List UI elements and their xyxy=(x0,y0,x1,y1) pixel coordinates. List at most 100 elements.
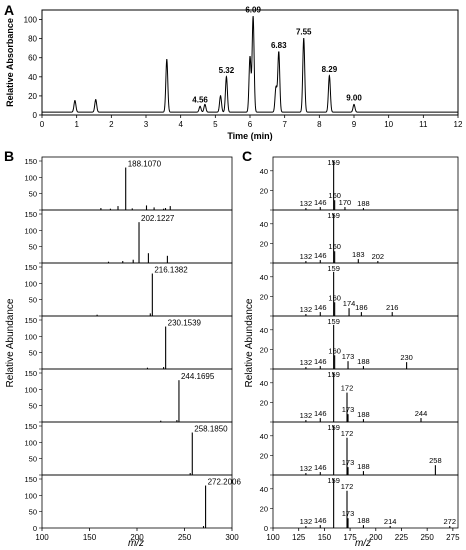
x-tick-label: 275 xyxy=(446,533,460,542)
x-tick-label: 6 xyxy=(248,120,253,129)
x-tick-label: 9 xyxy=(352,120,357,129)
c-spectrum-peak-label: 160 xyxy=(328,346,341,355)
y-tick-label: 150 xyxy=(24,210,37,219)
peak-point xyxy=(303,38,305,40)
peak-label: 8.29 xyxy=(322,65,338,74)
x-tick-label: 200 xyxy=(369,533,383,542)
c-spectrum-peak-label: 160 xyxy=(328,242,341,251)
b-spectrum-peak-label: 216.1382 xyxy=(154,266,188,275)
panel-label-c: C xyxy=(242,148,252,164)
y-tick-label: 100 xyxy=(24,279,37,288)
peak-point xyxy=(353,103,355,106)
y-tick-label: 40 xyxy=(28,73,37,82)
c-spectrum-peak-label: 132 xyxy=(300,358,313,367)
b-spectrum-frame xyxy=(41,474,233,529)
c-spectrum-peak-label: 188 xyxy=(357,516,370,525)
c-spectrum-peak-label: 146 xyxy=(314,463,327,472)
c-spectrum-peak-label: 159 xyxy=(327,158,340,167)
y-tick-label: 50 xyxy=(29,455,37,464)
c-spectrum-peak-label: 159 xyxy=(327,211,340,220)
c-spectrum-peak-label: 174 xyxy=(343,299,356,308)
c-spectrum-peak-label: 272 xyxy=(444,517,457,526)
panel-label-b: B xyxy=(4,148,14,164)
c-spectrum-peak-label: 132 xyxy=(300,199,313,208)
y-tick-label: 150 xyxy=(24,263,37,272)
y-tick-label: 20 xyxy=(260,504,268,513)
panel-c-xlabel: m/z xyxy=(355,538,371,549)
b-spectrum-frame xyxy=(41,315,233,370)
x-tick-label: 0 xyxy=(40,120,45,129)
y-tick-label: 150 xyxy=(24,316,37,325)
chromatogram-trace xyxy=(42,16,458,113)
y-tick-label: 50 xyxy=(29,349,37,358)
c-spectrum-peak-label: 188 xyxy=(357,462,370,471)
x-tick-label: 1 xyxy=(74,120,79,129)
c-spectrum-peak-label: 188 xyxy=(357,199,370,208)
peak-label: 6.83 xyxy=(271,41,287,50)
b-spectrum-peak-label: 188.1070 xyxy=(128,160,162,169)
c-spectrum-peak-label: 214 xyxy=(384,517,397,526)
b-spectrum-peak-label: 230.1539 xyxy=(168,319,202,328)
panel-b-xlabel: m/z xyxy=(128,538,144,549)
y-tick-label: 50 xyxy=(29,243,37,252)
x-tick-label: 250 xyxy=(178,533,192,542)
y-tick-label: 50 xyxy=(29,190,37,199)
panel-b-ylabel: Relative Abundance xyxy=(5,298,16,387)
peak-label: 7.55 xyxy=(296,28,312,37)
y-tick-label: 40 xyxy=(260,273,268,282)
x-tick-label: 12 xyxy=(454,120,463,129)
c-spectrum-peak-label: 146 xyxy=(314,303,327,312)
peak-point xyxy=(249,56,251,58)
y-tick-label: 0 xyxy=(264,524,268,533)
peak-point xyxy=(225,76,228,78)
b-spectrum-peak-label: 202.1227 xyxy=(141,214,175,223)
b-spectrum-frame xyxy=(41,209,233,264)
y-tick-label: 50 xyxy=(29,508,37,517)
c-spectrum-peak-label: 173 xyxy=(342,405,355,414)
c-spectrum-peak-label: 258 xyxy=(429,456,442,465)
x-tick-label: 10 xyxy=(384,120,393,129)
x-tick-label: 11 xyxy=(419,120,428,129)
b-spectrum-peak-label: 258.1850 xyxy=(194,425,228,434)
x-tick-label: 150 xyxy=(318,533,332,542)
c-spectrum-peak-label: 172 xyxy=(341,482,354,491)
c-spectrum-peak-label: 188 xyxy=(357,410,370,419)
x-tick-label: 100 xyxy=(266,533,280,542)
c-spectrum-peak-label: 159 xyxy=(327,370,340,379)
peak-point xyxy=(278,51,280,53)
peak-point xyxy=(252,16,254,18)
x-tick-label: 2 xyxy=(109,120,114,129)
x-tick-label: 4 xyxy=(178,120,183,129)
peak-point xyxy=(199,105,201,108)
y-tick-label: 20 xyxy=(28,92,37,101)
y-tick-label: 0 xyxy=(33,111,38,120)
x-tick-label: 175 xyxy=(343,533,357,542)
y-tick-label: 40 xyxy=(260,220,268,229)
c-spectrum-peak-label: 146 xyxy=(314,409,327,418)
c-spectrum-peak-label: 183 xyxy=(352,250,365,259)
c-spectrum-peak-label: 132 xyxy=(300,517,313,526)
x-tick-label: 3 xyxy=(144,120,149,129)
y-tick-label: 100 xyxy=(24,438,37,447)
x-tick-label: 7 xyxy=(282,120,287,129)
c-spectrum-peak-label: 172 xyxy=(341,384,354,393)
y-tick-label: 40 xyxy=(260,432,268,441)
x-tick-label: 8 xyxy=(317,120,322,129)
y-tick-label: 100 xyxy=(24,226,37,235)
y-tick-label: 50 xyxy=(29,402,37,411)
y-tick-label: 40 xyxy=(260,326,268,335)
x-tick-label: 150 xyxy=(83,533,97,542)
x-tick-label: 300 xyxy=(225,533,239,542)
peak-label: 4.56 xyxy=(192,95,208,104)
y-tick-label: 20 xyxy=(260,398,268,407)
c-spectrum-peak-label: 173 xyxy=(342,352,355,361)
y-tick-label: 150 xyxy=(24,369,37,378)
y-tick-label: 60 xyxy=(28,54,37,63)
x-tick-label: 125 xyxy=(292,533,306,542)
c-spectrum-peak-label: 132 xyxy=(300,305,313,314)
x-tick-label: 250 xyxy=(420,533,434,542)
y-tick-label: 100 xyxy=(24,332,37,341)
c-spectrum-frame xyxy=(272,474,459,529)
y-tick-label: 150 xyxy=(24,157,37,166)
c-spectrum-peak-label: 159 xyxy=(327,423,340,432)
